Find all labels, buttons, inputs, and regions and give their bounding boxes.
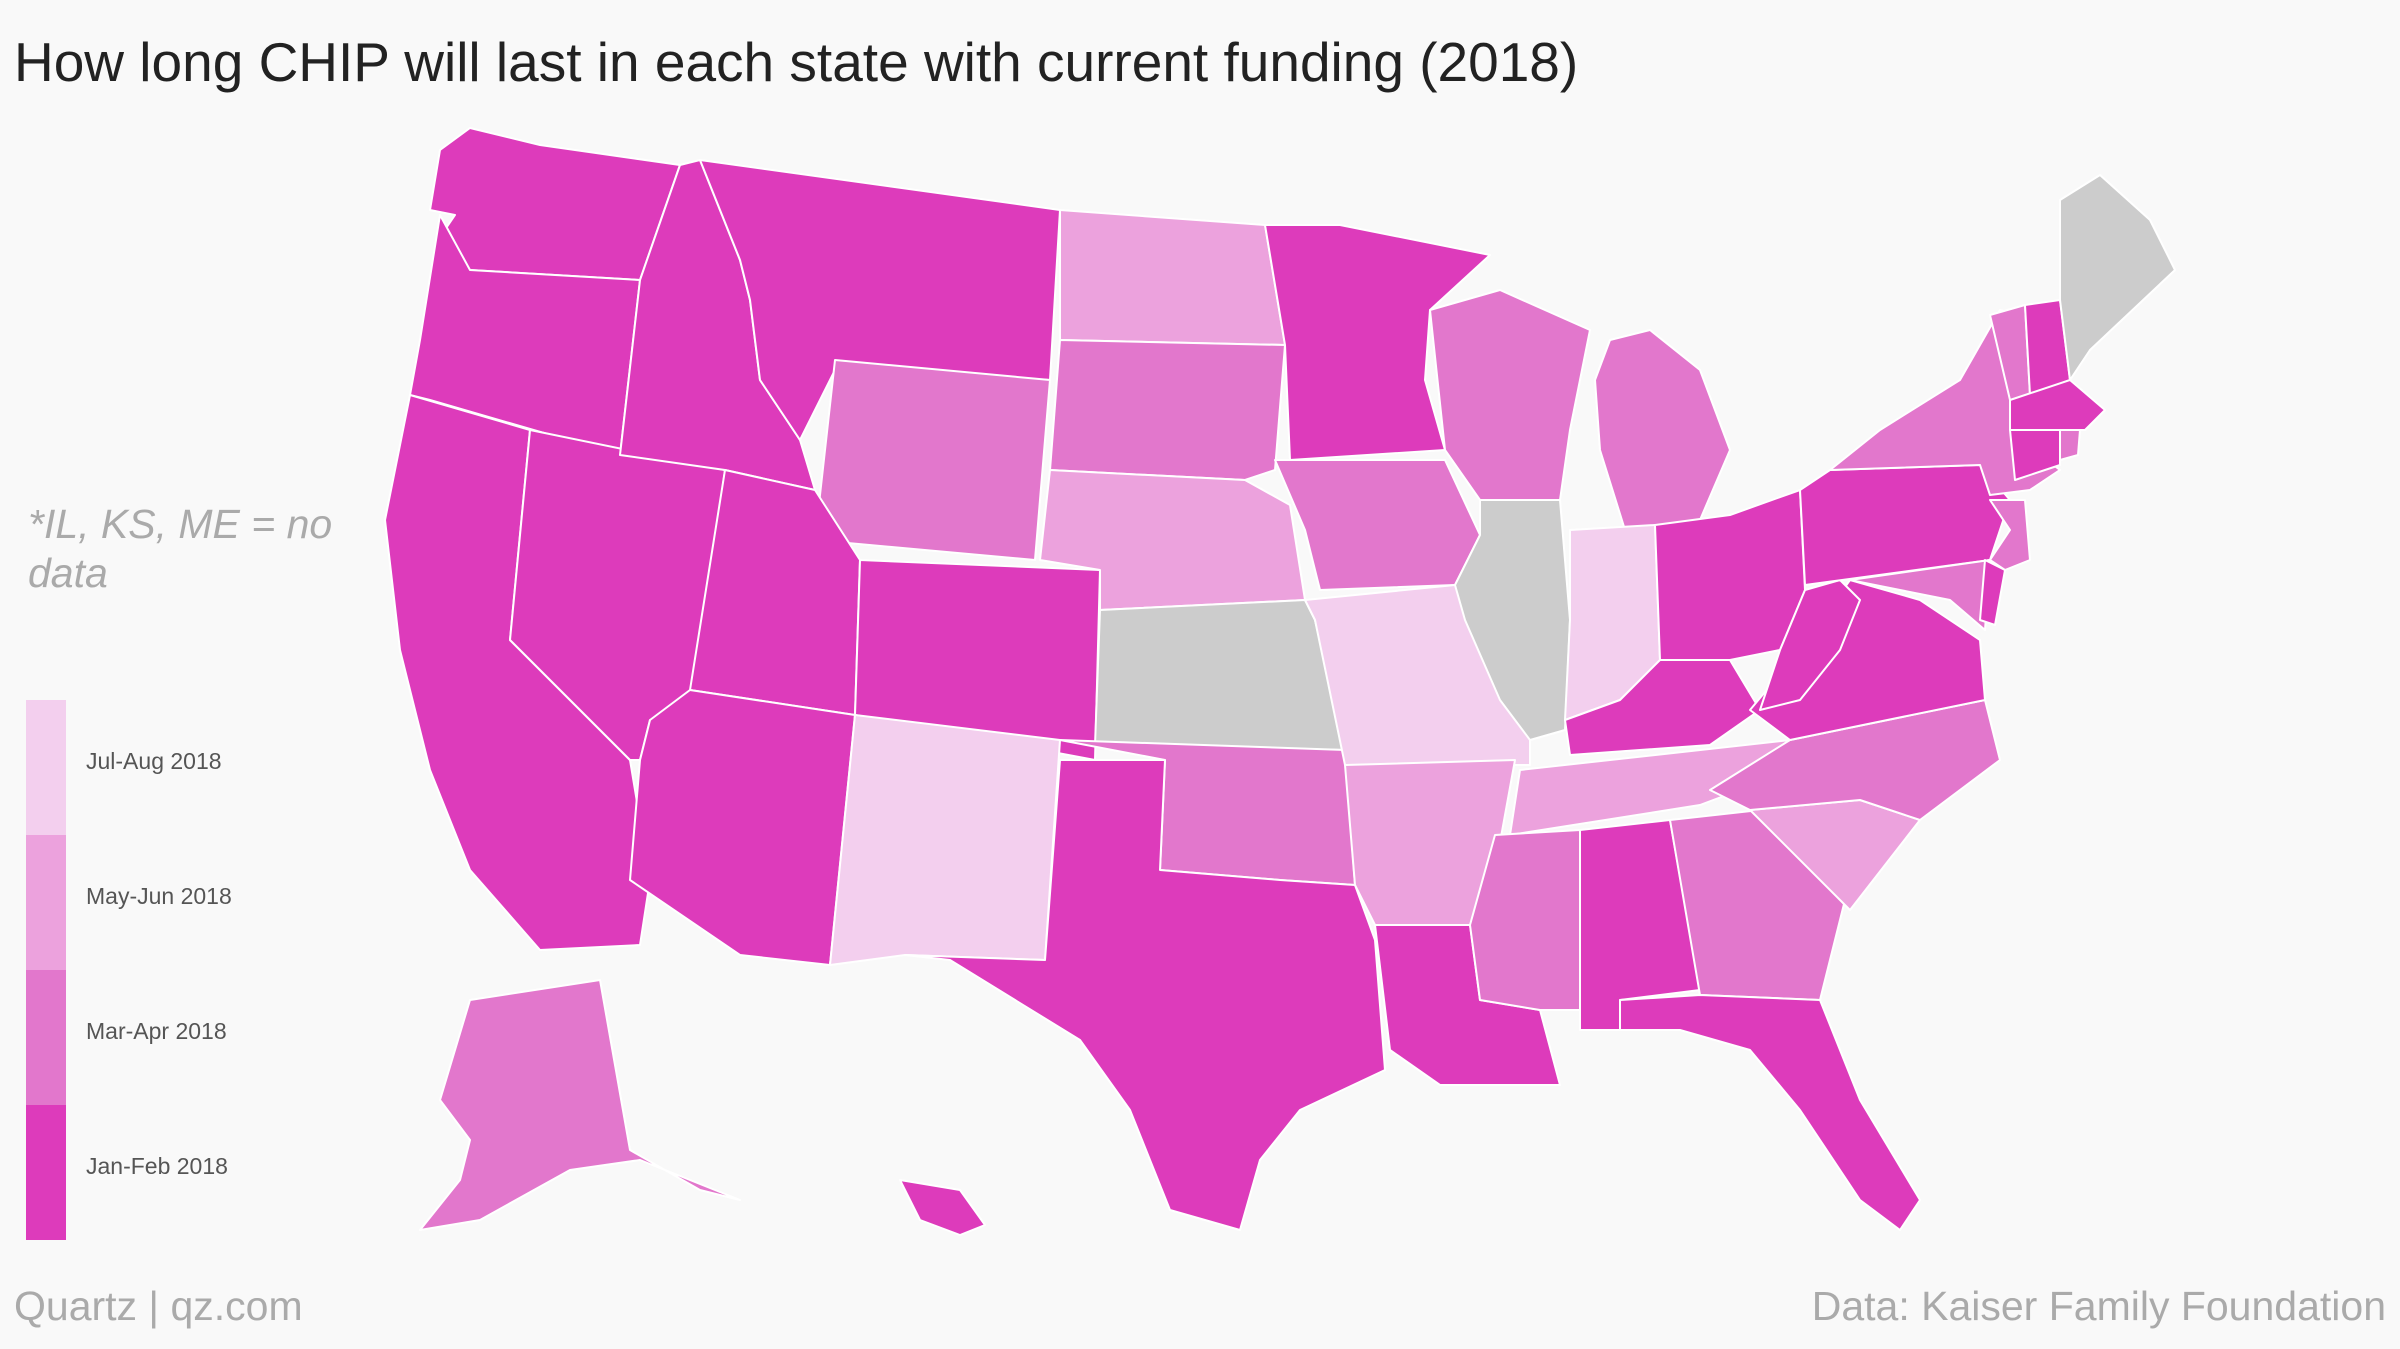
legend-label: Jul-Aug 2018 [86,748,222,774]
state-IA [1274,459,1481,591]
state-RI [2059,429,2081,461]
legend-item: Jan-Feb 2018 [26,1105,228,1240]
state-KY [1564,659,1761,756]
state-WV [1759,579,1861,711]
no-data-note: *IL, KS, ME = no data [28,501,333,596]
footer-credit: Quartz | qz.com [14,1283,303,1329]
legend-label: Jan-Feb 2018 [86,1153,228,1179]
legend-swatch [26,835,66,970]
legend-swatch [26,1105,66,1240]
state-TX [904,759,1386,1231]
state-ND [1059,209,1286,346]
state-NJ [1989,499,2031,571]
state-DE [1979,559,2006,626]
state-KS [1094,599,1346,751]
state-IL [1454,499,1571,741]
state-WY [814,359,1051,561]
state-WA [429,127,681,281]
state-MI [1594,329,1731,531]
state-MD [1849,559,1991,631]
legend-item: May-Jun 2018 [26,835,232,970]
legend-item: Mar-Apr 2018 [26,970,227,1105]
state-NM [829,714,1061,966]
state-AZ [629,689,856,966]
state-WI [1429,289,1591,501]
footer-source: Data: Kaiser Family Foundation [1811,1283,2386,1329]
state-SD [1049,339,1286,481]
legend-swatch [26,700,66,835]
legend: Jul-Aug 2018 May-Jun 2018 Mar-Apr 2018 J… [26,700,232,1240]
state-CT [2009,429,2061,481]
legend-label: May-Jun 2018 [86,883,232,909]
legend-label: Mar-Apr 2018 [86,1018,227,1044]
state-MA [2009,379,2106,431]
state-AK [419,979,741,1231]
chart-title: How long CHIP will last in each state wi… [14,31,1579,93]
legend-swatch [26,970,66,1105]
state-ME [2059,174,2176,381]
state-HI [899,1179,986,1236]
legend-item: Jul-Aug 2018 [26,700,222,835]
state-FL [1619,994,1921,1231]
state-MT [699,159,1061,441]
state-MN [1264,224,1491,461]
